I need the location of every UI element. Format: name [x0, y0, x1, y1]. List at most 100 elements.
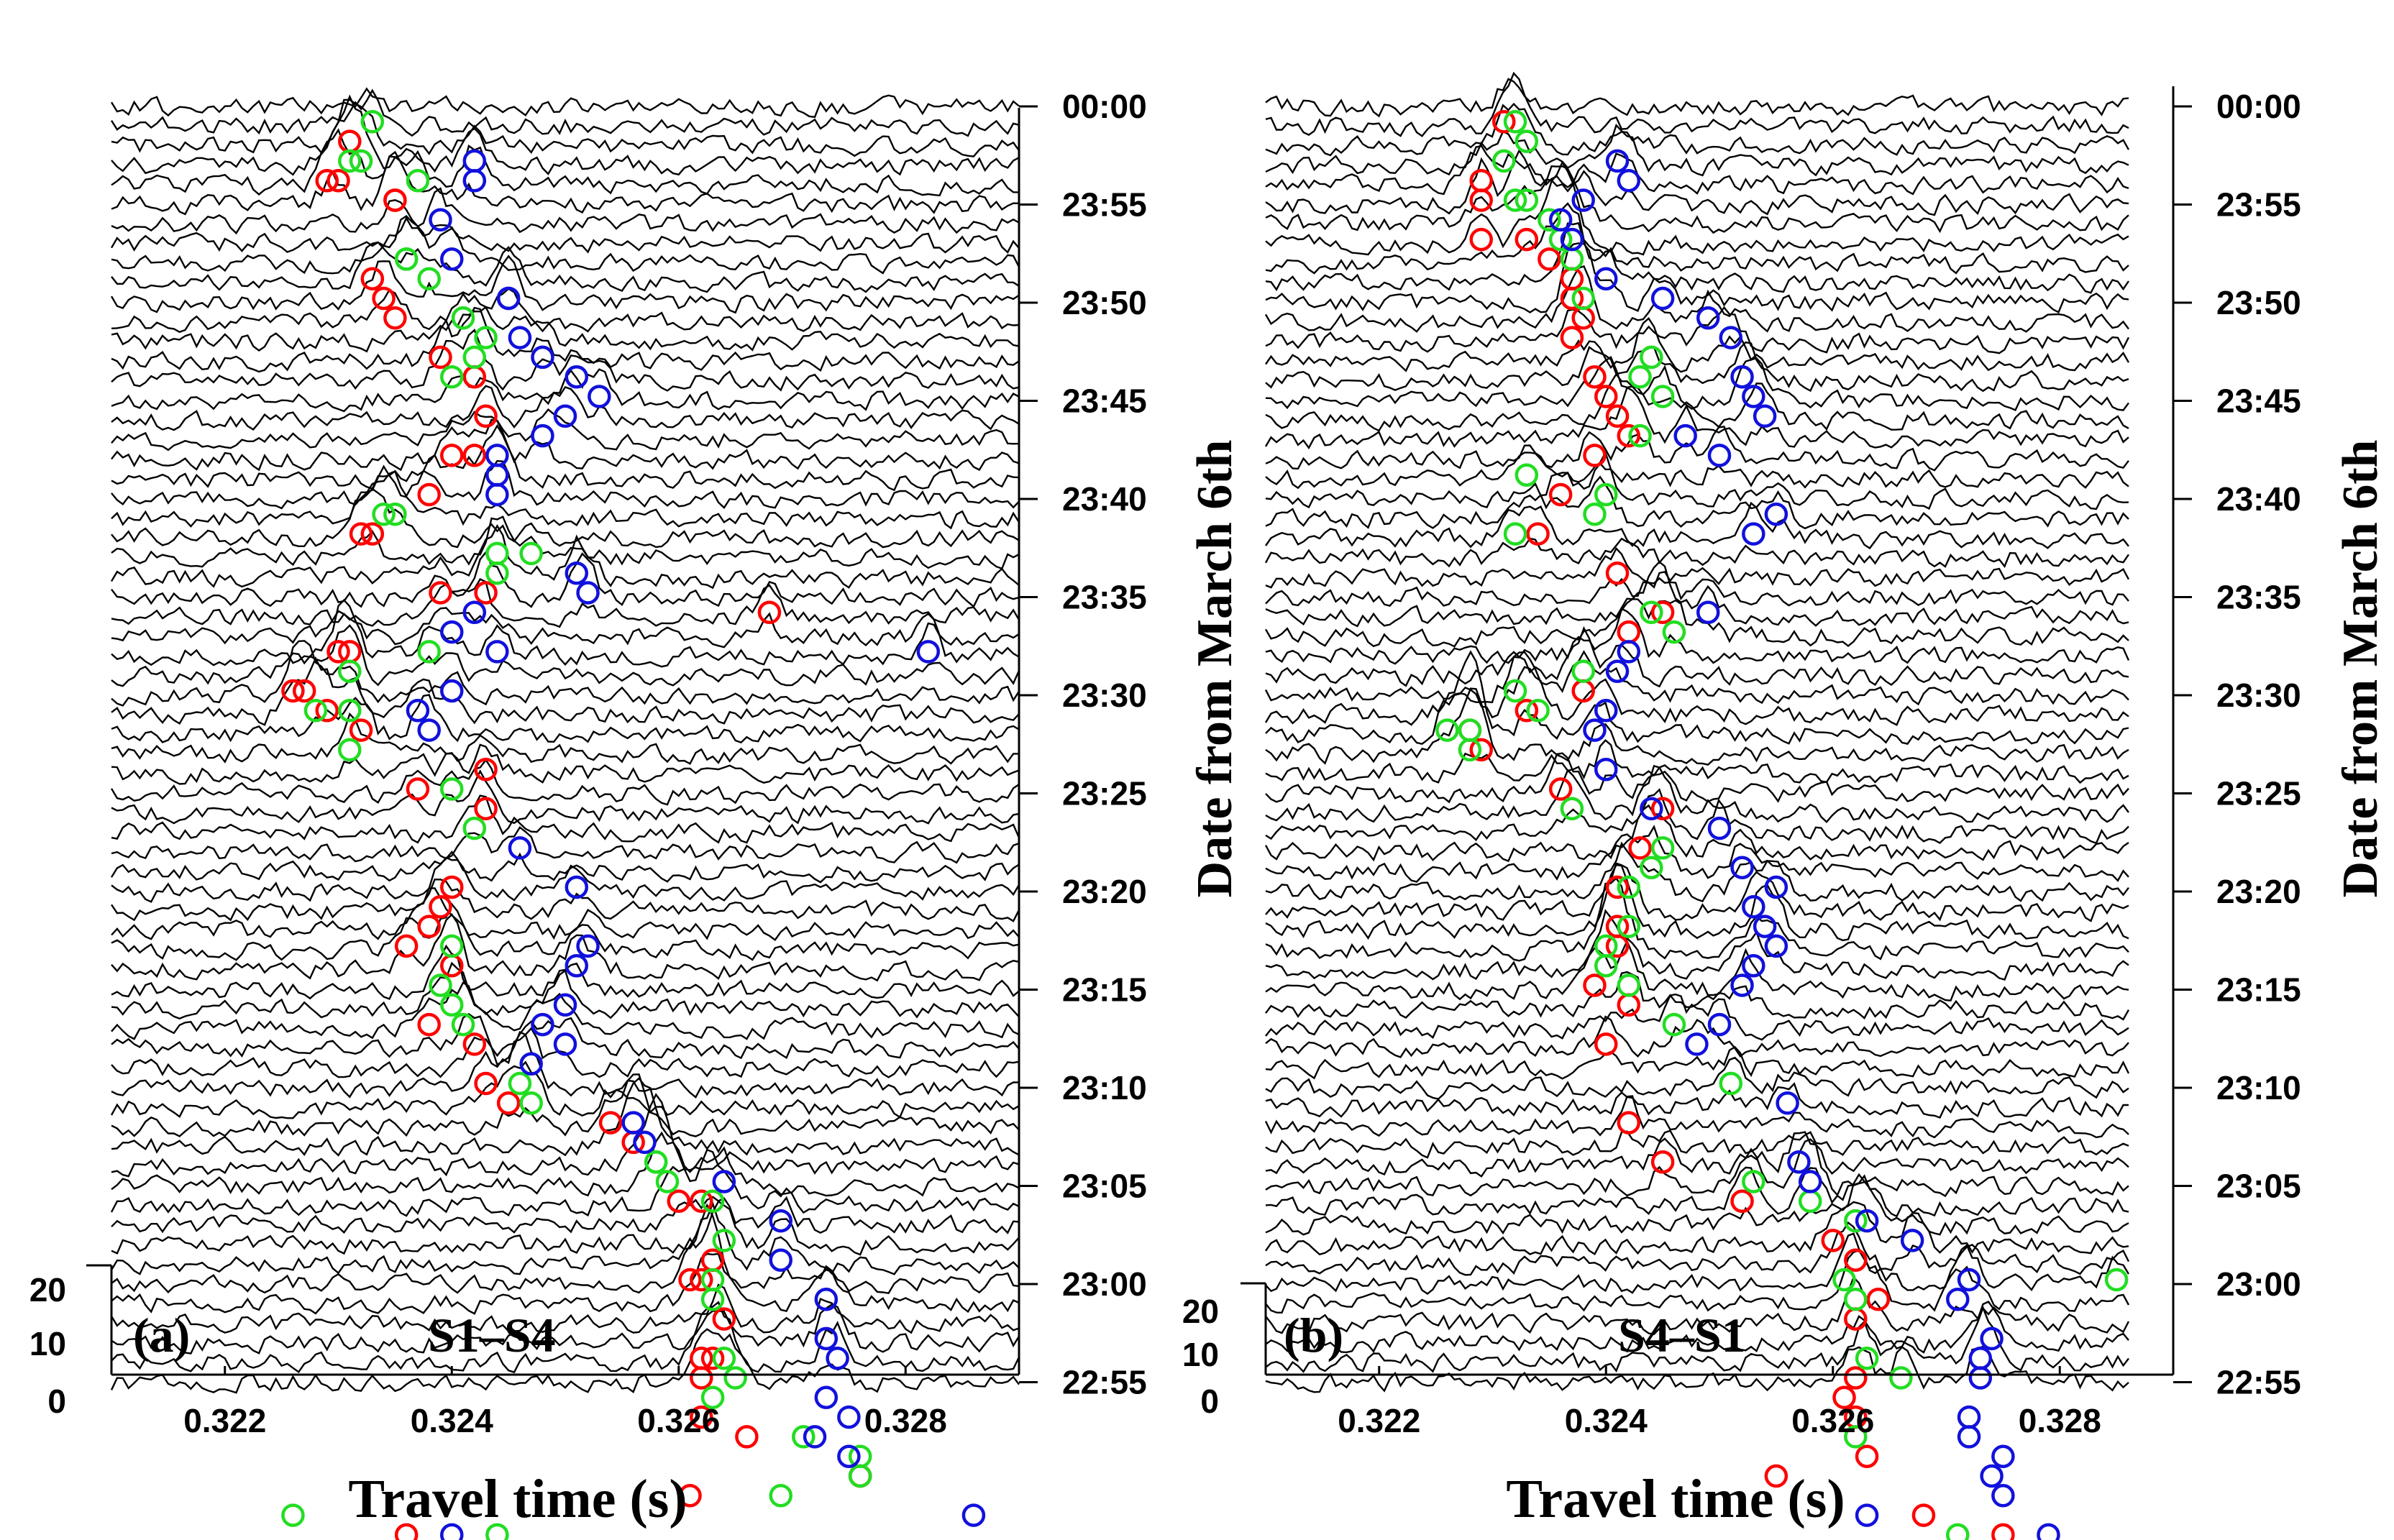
y-tick-label: 23:05 — [1062, 1168, 1147, 1205]
green-pick-marker — [1798, 1189, 1822, 1214]
red-pick-marker — [1594, 1032, 1618, 1056]
trace-line — [111, 187, 1020, 235]
trace-line — [111, 1027, 1020, 1078]
blue-pick-marker — [1560, 227, 1584, 252]
green-pick-marker — [338, 738, 362, 762]
trace-line — [111, 887, 1020, 941]
green-pick-marker — [1583, 503, 1607, 526]
blue-pick-marker — [1957, 1425, 1981, 1449]
green-pick-marker — [1844, 1209, 1868, 1233]
blue-pick-marker — [1696, 306, 1720, 330]
red-pick-marker — [360, 522, 385, 546]
blue-pick-marker — [440, 247, 464, 271]
blue-pick-marker — [519, 1052, 543, 1076]
red-pick-marker — [1492, 110, 1516, 134]
green-pick-marker — [723, 1366, 747, 1390]
blue-pick-marker — [1742, 385, 1765, 408]
blue-pick-marker — [1650, 286, 1675, 311]
trace-line — [1265, 165, 2129, 234]
y-tick-label: 22:55 — [1062, 1364, 1147, 1401]
trace-line — [1265, 841, 2129, 903]
green-pick-marker — [848, 1464, 872, 1488]
green-pick-marker — [429, 973, 452, 997]
red-pick-marker — [678, 1268, 702, 1292]
blue-pick-marker — [1548, 208, 1573, 232]
trace-line — [111, 1077, 1020, 1157]
red-pick-marker — [1650, 600, 1675, 625]
trace-line — [110, 758, 1020, 806]
trace-line — [111, 1073, 1020, 1137]
y-tick-label: 23:10 — [2216, 1069, 2301, 1106]
trace-line — [111, 961, 1020, 1019]
trace-line — [111, 288, 1020, 334]
trace-line — [1265, 475, 2129, 530]
blue-pick-marker — [417, 718, 441, 742]
trace-line — [1265, 560, 2129, 628]
y-tick-label: 23:40 — [2216, 480, 2301, 518]
blue-pick-marker — [1957, 1268, 1981, 1292]
trace-line — [1264, 537, 2129, 569]
trace-line — [1265, 764, 2129, 824]
red-pick-marker — [678, 1484, 702, 1508]
red-pick-marker — [1605, 561, 1630, 585]
blue-pick-marker — [769, 1248, 792, 1272]
blue-pick-marker — [1742, 522, 1765, 546]
blue-pick-marker — [1776, 1091, 1799, 1115]
trace-line — [111, 1032, 1020, 1099]
trace-line — [1265, 102, 2130, 157]
trace-line — [1265, 577, 2129, 607]
red-pick-marker — [1594, 385, 1618, 408]
y-tick-label: 23:05 — [2216, 1168, 2301, 1205]
trace-line — [111, 598, 1020, 668]
y-tick-label: 00:00 — [1062, 88, 1147, 125]
green-pick-marker — [1628, 365, 1652, 389]
x-tick-label: 0.322 — [1338, 1402, 1420, 1439]
blue-pick-marker — [916, 640, 941, 664]
red-pick-marker — [383, 306, 407, 330]
trace-line — [111, 241, 1020, 293]
trace-line — [111, 1196, 1020, 1234]
y-tick-label: 23:55 — [1062, 186, 1147, 224]
trace-line — [1265, 1138, 2129, 1198]
red-pick-marker — [281, 679, 305, 703]
trace-line — [1265, 1221, 2130, 1276]
blue-pick-marker — [1707, 816, 1732, 840]
green-pick-marker — [462, 345, 487, 370]
red-pick-marker — [474, 797, 498, 821]
blue-pick-marker — [531, 345, 554, 370]
green-pick-marker — [338, 659, 362, 683]
blue-pick-marker — [1719, 326, 1743, 349]
trace-line — [1265, 202, 2129, 275]
panel-title-b: S4–S1 — [1618, 1308, 1746, 1362]
blue-pick-marker — [1605, 659, 1630, 683]
green-pick-marker — [1458, 718, 1482, 742]
trace-line — [1264, 598, 2129, 648]
blue-pick-marker — [803, 1425, 827, 1449]
blue-pick-marker — [633, 1130, 657, 1155]
trace-stack-a — [110, 87, 1020, 1394]
y-tick-label: 23:10 — [1062, 1069, 1147, 1106]
blue-pick-marker — [826, 1346, 849, 1370]
trace-line — [1264, 650, 2129, 706]
red-pick-marker — [315, 168, 339, 193]
trace-line — [111, 550, 1020, 608]
red-pick-marker — [417, 915, 441, 938]
trace-line — [1265, 1300, 2129, 1354]
red-pick-marker — [394, 1523, 419, 1540]
trace-line — [111, 1252, 1020, 1315]
panel-tag-b: (b) — [1284, 1308, 1343, 1362]
trace-line — [1265, 909, 2129, 981]
red-pick-marker — [1538, 247, 1561, 271]
trace-line — [1265, 501, 2129, 550]
green-pick-marker — [383, 503, 407, 526]
trace-line — [1265, 78, 2129, 118]
blue-pick-marker — [961, 1503, 986, 1527]
red-pick-marker — [1855, 1444, 1879, 1468]
green-pick-marker — [474, 326, 498, 349]
blue-pick-marker — [814, 1288, 839, 1311]
trace-line — [1265, 450, 2129, 490]
red-pick-marker — [1605, 934, 1630, 958]
trace-line — [1265, 546, 2130, 589]
blue-pick-marker — [1764, 934, 1788, 958]
red-pick-marker — [1617, 1111, 1641, 1135]
